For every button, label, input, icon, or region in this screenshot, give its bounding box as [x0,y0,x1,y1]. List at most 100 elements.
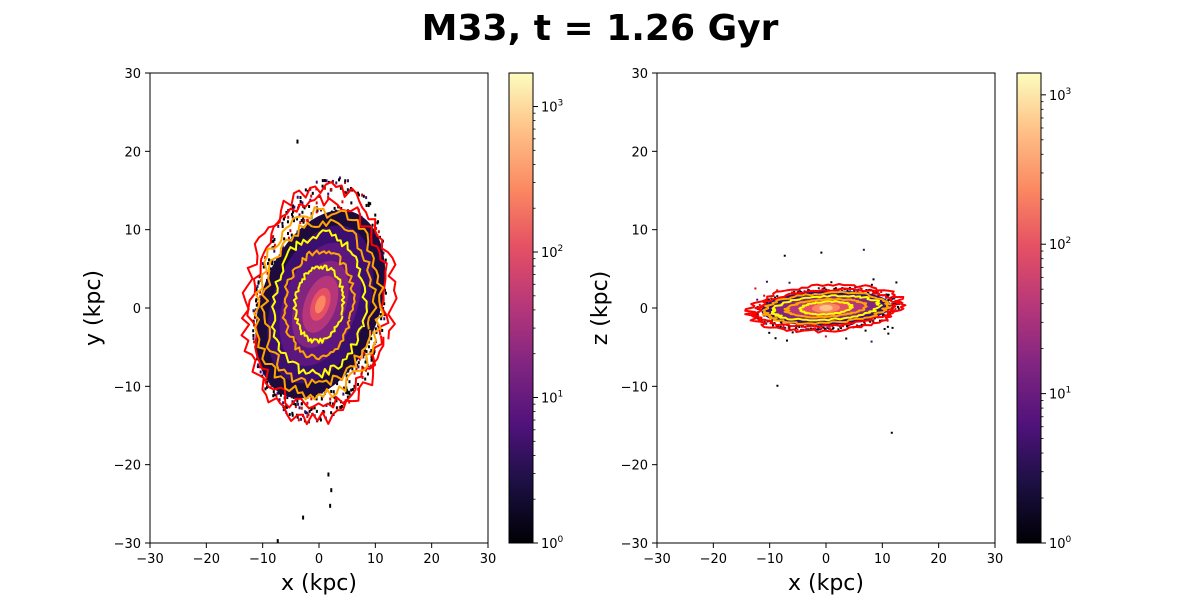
colorbar-tick-exponent: 1 [1066,386,1072,396]
density-pixel [281,221,284,225]
density-pixel [842,325,845,328]
density-pixel [383,317,386,321]
colorbar-tick-exponent: 2 [1066,236,1072,246]
density-pixel [339,186,342,190]
density-pixel [848,324,851,327]
left-y-ticks: −30 −20 −10 0 10 20 30 [114,67,150,552]
y-tick-label: 0 [133,302,141,317]
density-pixel [353,371,356,375]
density-pixel [341,200,344,204]
density-pixel [321,184,324,188]
density-pixel [369,202,372,206]
density-contour [253,206,385,401]
density-pixel [335,406,338,410]
density-pixel [343,386,346,390]
density-pixel [271,260,274,264]
density-pixel [282,217,285,221]
y-tick-label: 20 [124,145,141,160]
density-pixel [335,399,338,403]
colorbar-tick-base: 10 [541,392,558,407]
density-pixel [883,327,886,330]
density-pixel [375,226,378,230]
density-pixel [348,380,351,384]
density-pixel [288,413,291,417]
density-pixel [767,298,770,301]
density-pixel [363,348,366,352]
density-pixel [880,291,883,294]
density-pixel [273,393,276,397]
density-pixel [895,281,898,284]
density-pixel [372,351,375,355]
density-pixel [296,217,299,221]
density-pixel [332,390,335,394]
x-tick-label: 20 [423,552,440,567]
density-pixel [256,285,259,289]
density-pixel [284,215,287,219]
density-pixel [846,325,849,328]
density-pixel [330,188,333,192]
density-pixel [275,394,278,398]
density-pixel [820,327,823,330]
density-pixel [873,317,876,320]
colorbar-tick-label: 101 [541,390,563,407]
x-tick-label: 10 [874,552,891,567]
density-pixel [831,327,834,330]
density-pixel [255,288,258,292]
density-pixel [382,251,385,255]
density-pixel [375,330,378,334]
density-contour [798,300,854,316]
density-pixel [345,374,348,378]
density-pixel [264,256,267,260]
left-x-axis-label: x (kpc) [281,571,357,596]
density-pixel [373,349,376,353]
density-pixel [897,307,900,310]
density-pixel [292,402,295,406]
density-pixel [886,325,889,328]
density-pixel [348,400,351,404]
density-pixel [754,287,757,290]
outlier-pixel [776,384,779,387]
density-pixel [282,401,285,405]
density-pixel [855,324,858,327]
density-pixel [791,331,794,334]
y-tick-label: −30 [114,537,141,552]
density-pixel [768,331,771,334]
density-pixel [800,325,803,328]
density-pixel [887,332,890,335]
outlier-pixel [820,251,823,254]
density-contour [761,290,892,325]
density-pixel [296,195,299,199]
density-contour [783,297,868,319]
density-pixel [293,205,296,209]
colorbar-tick-base: 10 [1049,388,1066,403]
density-pixel [336,382,339,386]
density-pixel [313,394,316,398]
density-map [744,248,907,434]
density-pixel [376,221,379,225]
density-contour [270,229,368,379]
colorbar-tick-base: 10 [1049,537,1066,552]
density-pixel [828,327,831,330]
density-pixel [365,203,368,207]
density-pixel [817,327,820,330]
density-pixel [869,320,872,323]
density-pixel [303,218,306,222]
density-pixel [756,298,759,301]
y-tick-label: −20 [621,459,648,474]
density-pixel [365,196,368,200]
density-pixel [846,289,849,292]
x-tick-label: 30 [987,552,1004,567]
density-pixel [877,294,880,297]
density-pixel [301,201,304,205]
density-pixel [258,365,261,369]
density-pixel [788,281,791,284]
density-pixel [256,302,259,306]
density-pixel [887,293,890,296]
density-pixel [338,178,341,182]
density-pixel [271,262,274,266]
density-pixel [292,210,295,214]
right-y-ticks: −30 −20 −10 0 10 20 30 [621,67,657,552]
density-pixel [896,305,899,308]
